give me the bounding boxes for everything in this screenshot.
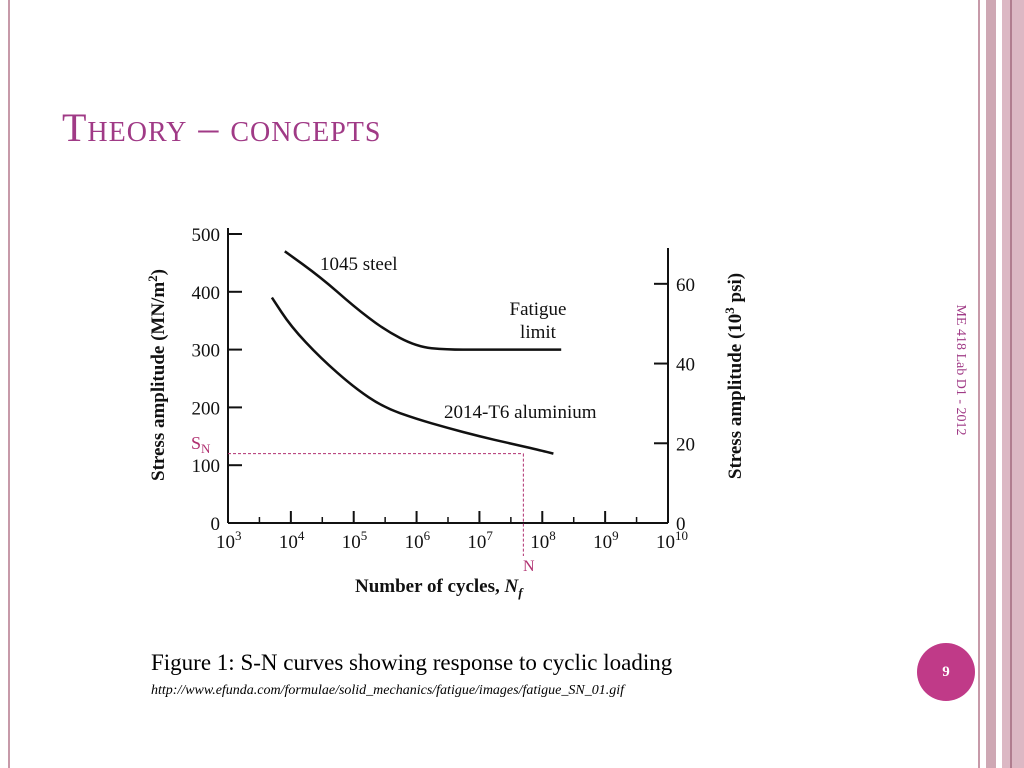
y-tick-label: 0 [211,514,221,535]
left-decorative-rule [8,0,10,768]
right-decorative-stripe [978,0,980,768]
series-line-2014-t6-aluminium [270,296,554,455]
page-number: 9 [942,663,950,680]
right-decorative-stripe [986,0,996,768]
x-tick-label: 106 [405,528,431,553]
right-decorative-line [1010,0,1012,768]
x-tick-label: 105 [342,528,368,553]
y2-axis-title: Stress amplitude (103 psi) [722,273,746,479]
x-axis-title: Number of cycles, Nf [355,576,524,600]
y2-tick-label: 20 [676,434,695,455]
x-tick-label: 103 [216,528,242,553]
series-line-1045-steel [284,250,562,351]
x-tick-label: 1010 [656,528,688,553]
x-tick-label: 109 [593,528,619,553]
x-tick-label: 104 [279,528,305,553]
y-tick-label: 100 [192,456,221,477]
figure-caption: Figure 1: S-N curves showing response to… [151,650,673,675]
y2-tick-label: 40 [676,355,695,376]
fatigue-limit-label: limit [520,322,557,343]
series-label-2014-t6-aluminium: 2014-T6 aluminium [444,402,597,423]
right-decorative-gap [996,0,1002,768]
right-decorative-band [1002,0,1024,768]
n-marker-label: N [523,558,535,575]
y-tick-label: 200 [192,398,221,419]
y-tick-label: 400 [192,283,221,304]
slide-title: Theory – concepts [62,105,382,150]
y-tick-label: 300 [192,341,221,362]
sn-marker-label: SN [191,433,211,456]
series-label-1045-steel: 1045 steel [320,254,398,275]
y-axis-title: Stress amplitude (MN/m2) [145,269,169,481]
page-number-badge: 9 [917,643,975,701]
y2-tick-label: 0 [676,514,686,535]
y2-tick-label: 60 [676,275,695,296]
x-tick-label: 108 [530,528,556,553]
source-url[interactable]: http://www.efunda.com/formulae/solid_mec… [151,683,624,698]
fatigue-limit-label: Fatigue [510,299,567,320]
x-tick-label: 107 [467,528,493,553]
y-tick-label: 500 [192,225,221,246]
